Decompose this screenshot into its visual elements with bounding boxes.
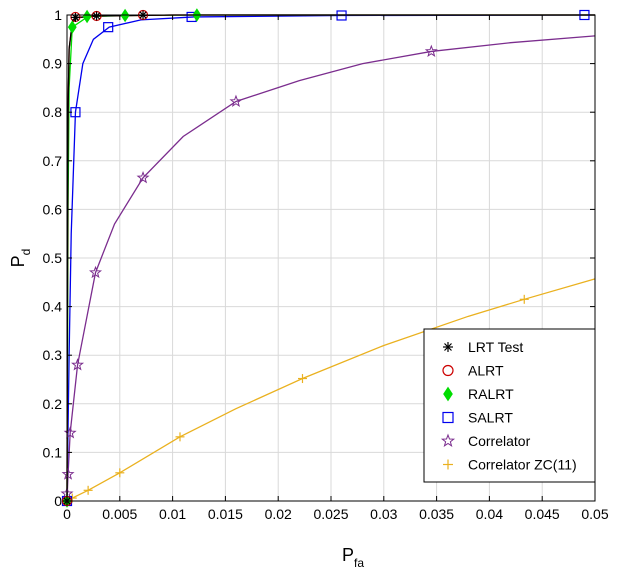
x-tick-label: 0.03	[370, 506, 397, 522]
y-tick-label: 0.1	[43, 444, 63, 460]
x-tick-label: 0.04	[476, 506, 503, 522]
data-point-salrt	[103, 22, 114, 33]
x-tick-label: 0.015	[208, 506, 243, 522]
legend-marker-ralrt	[443, 386, 453, 402]
y-tick-label: 0.7	[43, 153, 63, 169]
legend-item-lrt-test: LRT Test	[443, 339, 523, 355]
data-point-correlator-zc-11	[115, 468, 125, 478]
y-tick-label: 0.6	[43, 201, 63, 217]
y-tick-label: 0.3	[43, 347, 63, 363]
x-tick-label: 0.045	[525, 506, 560, 522]
data-point-correlator	[136, 170, 150, 184]
data-point-correlator	[89, 265, 103, 279]
x-tick-label: 0.035	[419, 506, 454, 522]
legend-item-correlator: Correlator	[440, 433, 531, 449]
legend-label-correlator-zc-11: Correlator ZC(11)	[468, 457, 577, 473]
legend-label-lrt-test: LRT Test	[468, 339, 523, 355]
y-tick-label: 0.9	[43, 56, 63, 72]
legend-label-alrt: ALRT	[468, 363, 504, 379]
legend-label-salrt: SALRT	[468, 410, 513, 426]
series-line-correlator-zc-11	[66, 278, 596, 502]
series-line-correlator	[66, 35, 596, 502]
x-tick-label: 0.025	[313, 506, 348, 522]
data-point-correlator	[229, 94, 243, 108]
x-tick-label: 0.005	[102, 506, 137, 522]
data-point-correlator-zc-11	[175, 432, 185, 442]
legend-box	[423, 328, 596, 483]
legend-marker-salrt	[442, 411, 454, 424]
data-point-correlator-zc-11	[83, 485, 93, 495]
data-point-correlator	[424, 44, 438, 57]
legend-item-correlator-zc-11: Correlator ZC(11)	[443, 457, 577, 473]
data-point-correlator	[71, 358, 85, 371]
y-tick-label: 0.2	[43, 396, 63, 412]
legend-marker-correlator-zc-11	[443, 459, 453, 470]
data-point-correlator-zc-11	[297, 374, 307, 384]
y-tick-label: 0.4	[43, 299, 63, 315]
x-tick-label: 0.01	[159, 506, 186, 522]
legend-item-salrt: SALRT	[442, 410, 513, 426]
x-tick-label: 0.02	[265, 506, 292, 522]
data-point-ralrt	[67, 20, 77, 34]
data-point-correlator-zc-11	[519, 294, 529, 304]
legend: LRT Test ALRT RALRT SALRT Correlator Correlat…	[423, 328, 596, 483]
y-axis-ticks: 0 0.1 0.2 0.3 0.4 0.5 0.6 0.7 0.8 0.9 1	[43, 7, 595, 509]
data-point-correlator	[61, 467, 75, 480]
x-tick-label: 0.05	[581, 506, 608, 522]
legend-item-alrt: ALRT	[442, 363, 504, 379]
data-point-correlator	[63, 426, 77, 439]
legend-marker-lrt-test	[443, 342, 453, 352]
y-tick-label: 0.8	[43, 104, 63, 120]
y-tick-label: 1	[54, 7, 62, 23]
legend-label-ralrt: RALRT	[468, 386, 514, 402]
data-point-lrt-test	[70, 12, 80, 22]
y-axis-label: Pd	[8, 249, 33, 268]
legend-marker-correlator	[440, 433, 456, 448]
legend-label-correlator: Correlator	[468, 433, 531, 449]
legend-item-ralrt: RALRT	[443, 386, 514, 402]
series-line-salrt	[66, 14, 596, 502]
x-tick-label: 0	[63, 506, 71, 522]
data-point-lrt-test	[92, 11, 102, 21]
y-tick-label: 0.5	[43, 250, 63, 266]
data-point-ralrt	[82, 9, 92, 24]
y-tick-label: 0	[54, 493, 62, 509]
legend-marker-alrt	[442, 364, 454, 377]
x-axis-ticks: 0 0.005 0.01 0.015 0.02 0.025 0.03 0.035 0.04 0.0…	[63, 15, 609, 522]
x-axis-label: Pfa	[342, 545, 364, 570]
